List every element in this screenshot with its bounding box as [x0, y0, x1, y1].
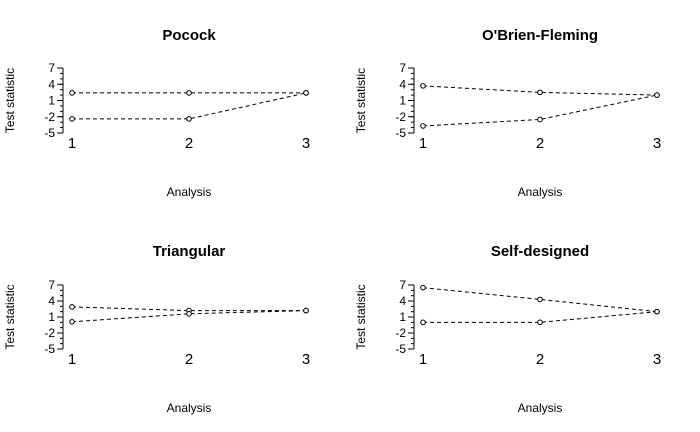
x-tick-label: 3: [653, 351, 661, 368]
y-tick-label: -2: [44, 110, 55, 124]
series-2-line: [422, 94, 658, 127]
chart-title: Self-designed: [491, 243, 589, 260]
series-2-point: [303, 90, 309, 96]
series-1-point: [420, 83, 426, 89]
y-tick-label: 4: [399, 77, 406, 91]
series-2-line: [72, 92, 307, 120]
series-2-point: [537, 319, 543, 326]
x-tick-label: 2: [185, 135, 193, 152]
x-tick-label: 1: [419, 351, 427, 368]
x-tick-label: 3: [653, 135, 661, 152]
series-1-point: [537, 89, 543, 96]
x-axis-label: Analysis: [167, 401, 212, 415]
y-tick-label: 4: [399, 294, 406, 308]
y-tick-label: 7: [399, 61, 406, 75]
y-tick-label: -5: [44, 126, 55, 140]
y-axis-label: Test statistic: [3, 68, 17, 133]
y-tick-label: -2: [395, 110, 406, 124]
y-tick-label: 4: [48, 294, 55, 308]
series-1-point: [537, 296, 543, 303]
y-tick-label: 1: [399, 94, 406, 108]
x-tick-label: 2: [536, 135, 544, 152]
series-2-point: [186, 311, 192, 317]
y-tick-label: -5: [395, 342, 406, 356]
chart-title: Triangular: [153, 243, 226, 260]
y-tick-label: 1: [399, 310, 406, 324]
y-tick-label: 7: [48, 61, 55, 75]
chart-title: O'Brien-Fleming: [482, 27, 598, 44]
x-tick-label: 2: [185, 351, 193, 368]
x-axis-label: Analysis: [518, 401, 563, 415]
series-1-point: [69, 90, 75, 96]
series-1-point: [420, 284, 426, 291]
x-tick-label: 3: [302, 135, 310, 152]
y-tick-label: 7: [399, 278, 406, 292]
y-tick-label: 4: [48, 77, 55, 91]
chart-panel-2: O'Brien-Fleming 7 4 1 -2 -5 Test statistic 1 2 3 A…: [354, 27, 661, 199]
series-1-line: [422, 287, 658, 313]
chart-panel-3: Triangular 7 4 1 -2 -5 Test statistic 1 2 3 Analys…: [3, 243, 310, 415]
series-2-point: [69, 319, 75, 325]
y-axis-label: Test statistic: [3, 284, 17, 349]
series-2-point: [537, 116, 543, 123]
series-2-point: [69, 116, 75, 122]
y-axis-label: Test statistic: [354, 284, 368, 349]
y-tick-label: -5: [395, 126, 406, 140]
x-axis-label: Analysis: [518, 185, 563, 199]
chart-panel-1: Pocock 7 4 1 -2 -5 Test statistic 1 2 3 Analysis: [3, 27, 310, 199]
x-tick-label: 2: [536, 351, 544, 368]
x-axis-label: Analysis: [167, 185, 212, 199]
chart-panel-4: Self-designed 7 4 1 -2 -5 Test statistic 1 2 3 Ana…: [354, 243, 661, 415]
series-1-point: [186, 90, 192, 96]
series-2-point: [654, 308, 660, 315]
y-tick-label: -5: [44, 342, 55, 356]
series-2-point: [303, 307, 309, 314]
y-axis-label: Test statistic: [354, 68, 368, 133]
y-tick-label: -2: [395, 326, 406, 340]
y-tick-label: 1: [48, 94, 55, 108]
x-tick-label: 1: [68, 351, 76, 368]
series-2-point: [420, 319, 426, 326]
chart-title: Pocock: [162, 27, 216, 44]
y-tick-label: 7: [48, 278, 55, 292]
x-tick-label: 1: [68, 135, 76, 152]
series-2-point: [186, 116, 192, 122]
x-tick-label: 3: [302, 351, 310, 368]
series-2-point: [420, 123, 426, 129]
series-1-point: [69, 304, 75, 310]
series-2-point: [654, 92, 660, 98]
y-tick-label: 1: [48, 310, 55, 324]
series-2-line: [423, 311, 658, 323]
y-tick-label: -2: [44, 326, 55, 340]
x-tick-label: 1: [419, 135, 427, 152]
